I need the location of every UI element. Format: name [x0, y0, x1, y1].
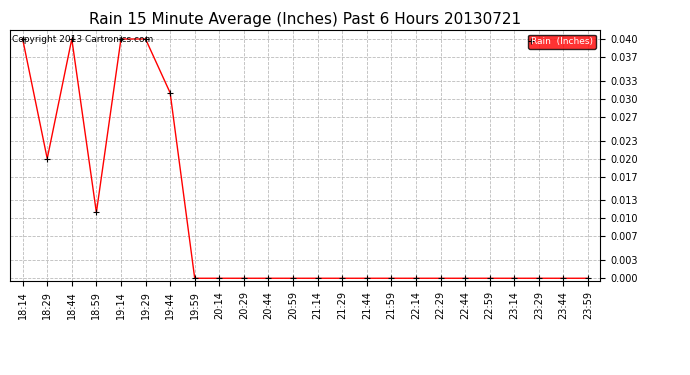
Legend: Rain  (Inches): Rain (Inches)	[529, 34, 595, 49]
Rain  (Inches)	[313, 276, 322, 280]
Rain  (Inches)	[43, 156, 51, 161]
Rain  (Inches)	[387, 276, 395, 280]
Rain  (Inches)	[239, 276, 248, 280]
Rain  (Inches)	[535, 276, 543, 280]
Rain  (Inches)	[68, 37, 76, 41]
Rain  (Inches)	[19, 37, 27, 41]
Rain  (Inches)	[92, 210, 101, 215]
Rain  (Inches)	[363, 276, 371, 280]
Rain  (Inches)	[117, 37, 125, 41]
Rain  (Inches)	[560, 276, 568, 280]
Rain  (Inches)	[436, 276, 444, 280]
Rain  (Inches)	[289, 276, 297, 280]
Text: Copyright 2013 Cartronics.com: Copyright 2013 Cartronics.com	[12, 35, 152, 44]
Rain  (Inches)	[510, 276, 518, 280]
Rain  (Inches)	[338, 276, 346, 280]
Rain  (Inches)	[190, 276, 199, 280]
Rain  (Inches)	[412, 276, 420, 280]
Rain  (Inches)	[584, 276, 592, 280]
Title: Rain 15 Minute Average (Inches) Past 6 Hours 20130721: Rain 15 Minute Average (Inches) Past 6 H…	[89, 12, 522, 27]
Rain  (Inches)	[166, 91, 175, 95]
Rain  (Inches)	[461, 276, 469, 280]
Rain  (Inches)	[215, 276, 224, 280]
Rain  (Inches)	[141, 37, 150, 41]
Rain  (Inches)	[264, 276, 273, 280]
Rain  (Inches)	[486, 276, 494, 280]
Line: Rain  (Inches): Rain (Inches)	[20, 36, 591, 281]
